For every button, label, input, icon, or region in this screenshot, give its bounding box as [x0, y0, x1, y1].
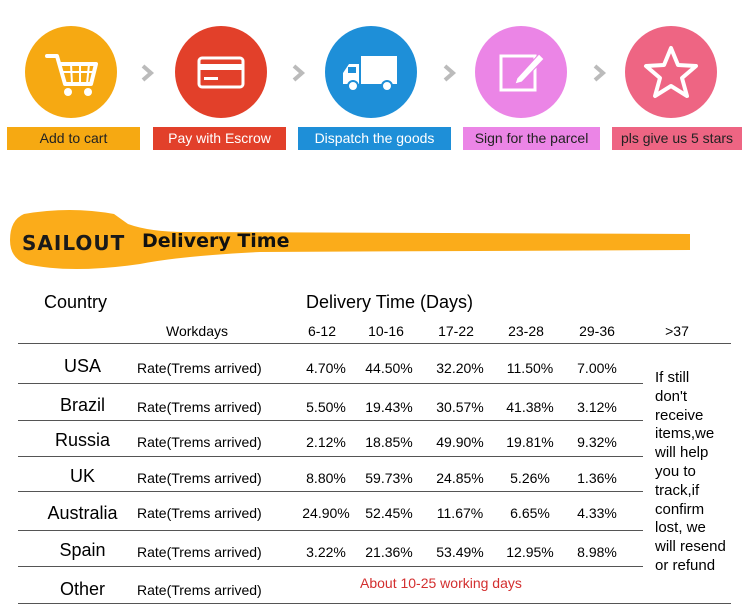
column-header: 23-28: [508, 323, 544, 339]
column-header: 17-22: [438, 323, 474, 339]
country-name: Spain: [59, 540, 106, 560]
rate-value: 5.26%: [510, 470, 550, 486]
country-name: Brazil: [59, 395, 105, 415]
arrow-right-icon: [590, 63, 610, 83]
table-divider: [18, 491, 643, 492]
step-label-pay: Pay with Escrow: [153, 127, 286, 150]
rate-value: 6.65%: [510, 505, 550, 521]
rate-label: Rate(Trems arrived): [137, 582, 262, 598]
rate-value: 44.50%: [365, 360, 413, 376]
rate-value: 52.45%: [365, 505, 413, 521]
step-label-add-to-cart: Add to cart: [7, 127, 140, 150]
rate-value: 11.50%: [506, 360, 554, 376]
rate-label: Rate(Trems arrived): [137, 399, 262, 415]
rate-value: 11.67%: [436, 505, 484, 521]
brand-logo: SAILOUT: [22, 231, 126, 255]
delivery-time-header: Delivery Time (Days): [306, 292, 474, 312]
note-line: will resend: [655, 538, 726, 556]
arrow-right-icon: [289, 63, 309, 83]
rate-value: 7.00%: [577, 360, 617, 376]
rate-value: 49.90%: [436, 434, 484, 450]
table-divider: [18, 603, 731, 604]
table-divider: [18, 420, 643, 421]
rate-value: 24.90%: [302, 505, 350, 521]
note-line: If still: [655, 369, 690, 386]
rate-value: 8.80%: [306, 470, 346, 486]
credit-card-icon: [197, 56, 245, 89]
step-pay-circle: [175, 26, 267, 118]
country-name: Russia: [54, 430, 111, 450]
banner-title: Delivery Time: [142, 230, 290, 252]
table-divider: [18, 383, 643, 384]
star-icon: [644, 46, 698, 98]
note-line: or refund: [655, 556, 716, 574]
table-divider: [18, 566, 643, 567]
rate-label: Rate(Trems arrived): [137, 544, 262, 560]
rate-label: Rate(Trems arrived): [137, 470, 262, 486]
country-header: Country: [44, 292, 108, 312]
rate-value: 8.98%: [577, 544, 617, 560]
rate-value: 3.12%: [577, 399, 617, 415]
table-divider: [18, 456, 643, 457]
note-line: confirm: [655, 500, 705, 518]
rate-value: 9.32%: [577, 434, 617, 450]
rate-value: 24.85%: [436, 470, 484, 486]
truck-icon: [343, 56, 397, 92]
table-divider: [18, 343, 731, 344]
column-header: >37: [665, 323, 689, 339]
rate-value: 19.81%: [506, 434, 554, 450]
step-label-dispatch: Dispatch the goods: [298, 127, 451, 150]
rate-value: 41.38%: [506, 399, 554, 415]
note-line: will help: [655, 444, 709, 462]
rate-value: 30.57%: [436, 399, 484, 415]
tracking-note: If still don't receive items,we will hel…: [655, 369, 737, 576]
delivery-banner: [10, 210, 690, 269]
note-line: track,if: [655, 481, 700, 499]
step-dispatch-circle: [325, 26, 417, 118]
table-divider: [18, 530, 643, 531]
workdays-label: Workdays: [166, 323, 228, 339]
rate-value: 21.36%: [365, 544, 413, 560]
step-sign-circle: [475, 26, 567, 118]
arrow-right-icon: [138, 63, 158, 83]
step-label-sign: Sign for the parcel: [463, 127, 600, 150]
arrow-right-icon: [440, 63, 460, 83]
rate-label: Rate(Trems arrived): [137, 434, 262, 450]
rate-value: 19.43%: [365, 399, 413, 415]
column-header: 10-16: [368, 323, 404, 339]
note-line: lost, we: [655, 519, 706, 537]
note-line: items,we: [655, 425, 715, 443]
country-name: Other: [59, 579, 106, 599]
step-label-rate: pls give us 5 stars: [612, 127, 742, 150]
rate-value: 3.22%: [306, 544, 346, 560]
rate-value: 5.50%: [306, 399, 346, 415]
rate-value: 18.85%: [365, 434, 413, 450]
note-line: receive: [655, 406, 704, 424]
rate-value: 2.12%: [306, 434, 346, 450]
country-name: USA: [63, 356, 101, 376]
note-line: don't: [655, 387, 688, 405]
rate-label: Rate(Trems arrived): [137, 505, 262, 521]
rate-value: 32.20%: [436, 360, 484, 376]
step-rate-circle: [625, 26, 717, 118]
edit-icon: [499, 53, 545, 92]
note-line: you to: [655, 462, 696, 480]
rate-value: 4.33%: [577, 505, 617, 521]
other-delivery-note: About 10-25 working days: [360, 575, 522, 591]
step-add-to-cart-circle: [25, 26, 117, 118]
cart-icon: [45, 54, 98, 96]
column-header: 29-36: [579, 323, 615, 339]
column-header: 6-12: [307, 323, 337, 339]
rate-value: 12.95%: [506, 544, 554, 560]
rate-value: 4.70%: [306, 360, 346, 376]
country-name: Australia: [47, 503, 118, 523]
rate-label: Rate(Trems arrived): [137, 360, 262, 376]
rate-value: 53.49%: [436, 544, 484, 560]
rate-value: 1.36%: [577, 470, 617, 486]
rate-value: 59.73%: [365, 470, 413, 486]
country-name: UK: [69, 466, 95, 486]
